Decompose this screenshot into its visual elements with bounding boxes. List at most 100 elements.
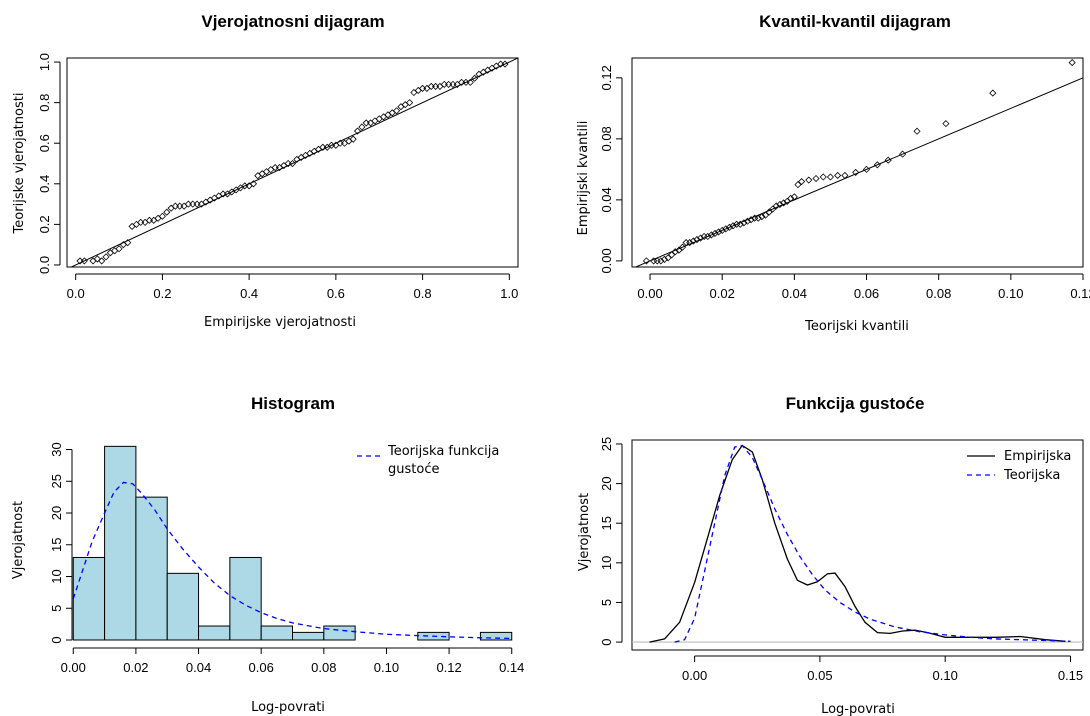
dens-panel: Funkcija gustoće Log-povrati Vjerojatnos… [577,394,1084,716]
qq-point [805,176,813,184]
pp-point [419,84,427,93]
hist-ytick-label: 0 [49,636,64,643]
pp-point [362,119,370,127]
pp-point [93,255,101,263]
hist-ytick-label: 10 [49,569,64,583]
qq-xtick-label: 0.12 [1070,286,1090,301]
pp-xtick-label: 1.0 [500,286,518,301]
hist-bar [104,445,137,641]
qq-point [873,161,881,169]
qq-point [657,257,665,265]
pp-point [254,172,262,180]
pp-point [158,212,166,220]
qq-xtick-label: 0.10 [998,286,1023,301]
pp-point [414,86,422,95]
qq-point [913,127,921,135]
qq-point [686,239,694,247]
pp-point [267,166,275,174]
qq-point [772,202,780,210]
dens-xtick-label: 0.10 [933,668,958,683]
dens-xtick-label: 0.15 [1058,668,1083,683]
qq-point [787,194,795,202]
pp-plot-frame [66,57,519,268]
qq-xtick-label: 0.08 [926,286,951,301]
qq-point [675,246,683,254]
hist-xtick-label: 0.10 [374,660,399,675]
qq-point [664,254,672,262]
pp-ytick-label: 0.8 [37,94,52,112]
pp-point [150,216,158,224]
pp-reference-line [70,58,518,267]
pp-xlabel: Empirijske vjerojatnosti [204,315,356,330]
hist-bar [72,556,106,641]
pp-point [80,257,88,265]
pp-xtick-label: 0.0 [67,286,85,301]
qq-point [671,248,679,256]
pp-point [397,103,405,111]
qq-point [740,219,748,227]
hist-bar [260,625,293,641]
hist-xtick-label: 0.14 [499,660,524,675]
pp-point [132,220,140,228]
pp-point [106,249,114,257]
qq-point [736,220,744,228]
pp-point [141,218,149,226]
qq-point [852,168,860,176]
dens-ytick-label: 10 [599,556,614,570]
hist-xtick-label: 0.06 [249,660,274,675]
pp-xtick-label: 0.8 [414,286,432,301]
qq-point [743,217,752,225]
qq-point [769,205,777,213]
pp-ytick-label: 0.6 [37,134,52,152]
qq-point [884,156,892,164]
pp-xtick-label: 0.4 [240,286,258,301]
dens-curve-teorijska [674,444,1071,643]
qq-ytick-label: 0.12 [599,65,614,90]
qq-point [642,257,650,265]
pp-point [353,127,362,135]
hist-bar [323,625,356,641]
qq-point [826,173,835,181]
pp-point [410,88,418,97]
qq-point [942,120,950,128]
qq-point [841,171,849,180]
qq-point [989,89,997,97]
qq-point [729,222,737,230]
hist-ytick-label: 5 [49,605,64,612]
qq-point [707,231,715,239]
pp-point [124,239,132,247]
pp-point [388,109,396,117]
dens-ytick-label: 5 [599,599,614,606]
qq-point [693,235,701,244]
pp-point [184,200,192,208]
qq-point [779,199,788,207]
dens-legend-label-teorijska: Teorijska [1003,468,1060,483]
hist-bar [166,572,200,641]
pp-point [380,113,388,121]
qq-point [819,173,827,181]
qq-point [696,234,705,242]
qq-point [660,255,669,263]
hist-ylabel: Vjerojatnost [11,501,26,579]
hist-panel: Histogram Log-povrati Vjerojatnost Teori… [11,394,524,715]
pp-point [111,247,119,255]
hist-xlabel: Log-povrati [251,700,325,715]
pp-point [128,222,136,230]
pp-point [345,137,353,145]
hist-ytick-label: 25 [49,474,64,488]
qq-ytick-label: 0.04 [599,187,614,212]
qq-title: Kvantil-kvantil dijagram [759,12,951,31]
pp-point [271,164,279,172]
pp-point [145,216,153,224]
pp-point [262,168,271,176]
qq-point [812,174,820,183]
qq-point [711,229,719,238]
hist-ytick-label: 30 [49,442,64,456]
pp-point [406,99,414,107]
hist-bar [135,496,168,641]
qq-point [747,216,755,224]
dens-ytick-label: 20 [599,476,614,490]
hist-bar [479,631,513,641]
pp-point [176,202,184,210]
hist-ytick-label: 20 [49,506,64,520]
